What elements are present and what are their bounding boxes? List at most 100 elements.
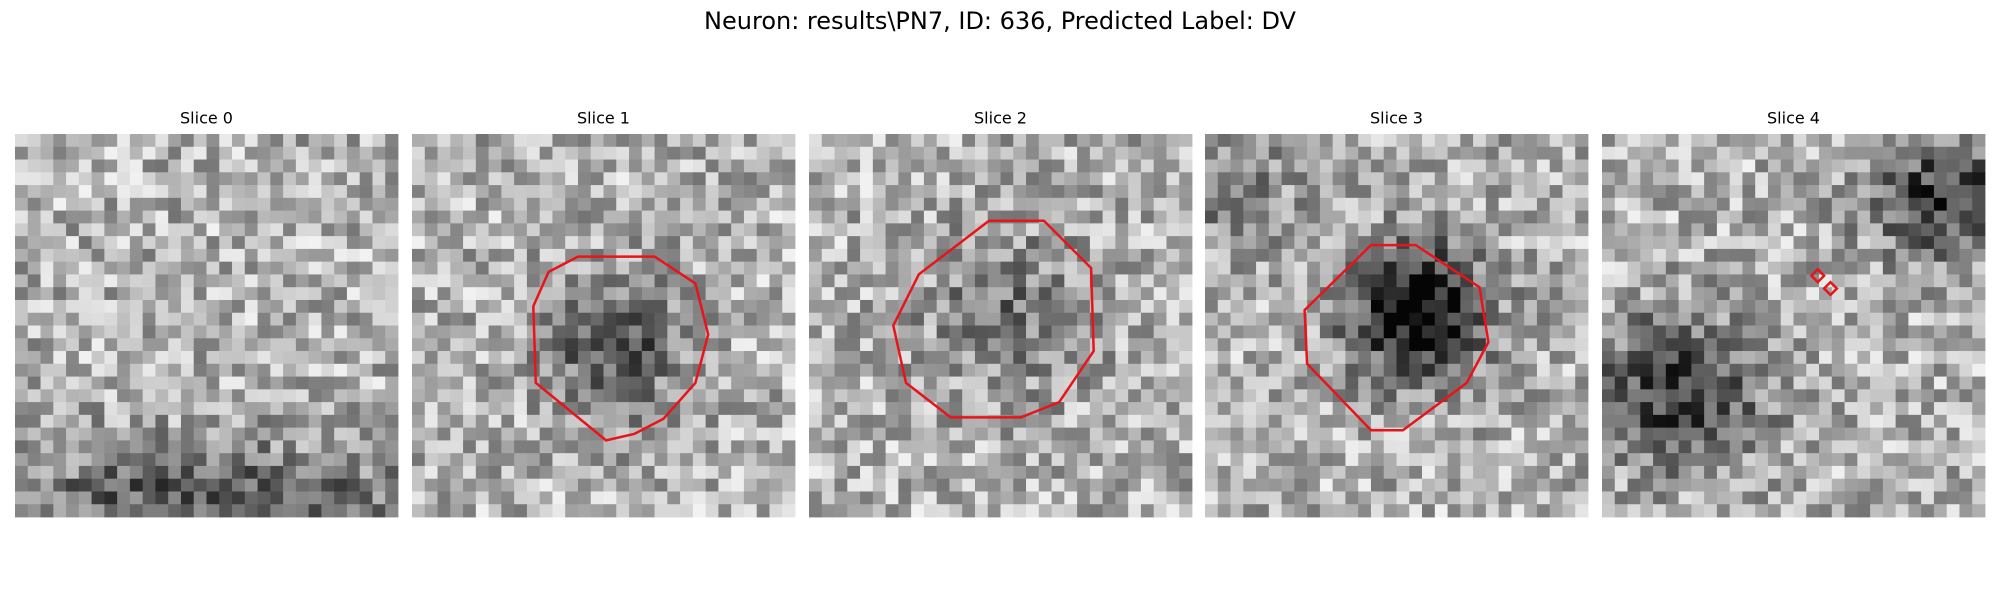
pixel — [1972, 210, 1986, 224]
pixel — [809, 146, 823, 160]
pixel — [847, 197, 861, 211]
pixel — [1921, 427, 1935, 441]
pixel — [1102, 287, 1116, 301]
pixel — [1000, 248, 1014, 263]
pixel — [78, 491, 92, 505]
pixel — [1294, 389, 1308, 403]
pixel — [1140, 389, 1155, 403]
pixel — [821, 465, 835, 480]
pixel — [987, 146, 1001, 160]
pixel — [1460, 453, 1474, 467]
pixel — [475, 185, 489, 199]
pixel — [898, 248, 912, 263]
pixel — [1704, 389, 1718, 403]
pixel — [155, 453, 169, 467]
pixel — [437, 274, 451, 288]
pixel — [1460, 427, 1474, 441]
pixel — [219, 236, 233, 250]
pixel — [346, 376, 361, 390]
pixel — [1409, 453, 1423, 467]
pixel — [590, 274, 604, 288]
pixel — [206, 197, 220, 211]
pixel — [66, 478, 80, 492]
pixel — [526, 274, 541, 288]
pixel — [590, 440, 604, 454]
pixel — [1691, 453, 1705, 467]
pixel — [206, 299, 220, 314]
pixel — [526, 223, 541, 237]
pixel — [104, 172, 118, 186]
pixel — [565, 453, 579, 467]
pixel — [1485, 351, 1500, 365]
pixel — [1972, 299, 1986, 314]
pixel — [180, 134, 195, 148]
pixel — [488, 351, 502, 365]
pixel — [1498, 274, 1512, 288]
pixel — [1064, 261, 1078, 275]
pixel — [1946, 134, 1960, 148]
pixel — [603, 274, 617, 288]
pixel — [1256, 261, 1270, 275]
pixel — [1704, 172, 1718, 186]
pixel — [1882, 159, 1897, 173]
pixel — [1013, 236, 1027, 250]
pixel — [705, 287, 719, 301]
pixel — [936, 197, 950, 211]
pixel — [488, 172, 502, 186]
pixel — [1268, 491, 1282, 505]
pixel — [1678, 351, 1692, 365]
pixel — [1038, 427, 1052, 441]
pixel — [1549, 287, 1563, 301]
pixel — [15, 491, 29, 505]
pixel — [1640, 274, 1654, 288]
pixel — [155, 185, 169, 199]
pixel — [911, 491, 925, 505]
pixel — [1140, 376, 1155, 390]
pixel — [412, 414, 426, 429]
pixel — [756, 134, 770, 148]
pixel — [1665, 223, 1679, 237]
pixel — [1077, 287, 1091, 301]
pixel — [104, 274, 118, 288]
pixel — [809, 287, 823, 301]
pixel — [1653, 363, 1667, 377]
pixel — [654, 351, 668, 365]
pixel — [577, 440, 592, 454]
pixel — [654, 210, 668, 224]
pixel — [1383, 465, 1397, 480]
pixel — [1870, 261, 1884, 275]
pixel — [641, 363, 655, 377]
pixel — [193, 287, 207, 301]
pixel — [680, 223, 694, 237]
pixel — [1819, 414, 1833, 429]
pixel — [129, 453, 144, 467]
pixel — [667, 210, 681, 224]
pixel — [155, 299, 169, 314]
pixel — [1102, 389, 1116, 403]
pixel — [654, 427, 668, 441]
pixel — [1485, 210, 1500, 224]
pixel — [501, 299, 515, 314]
pixel — [1153, 261, 1167, 275]
pixel — [923, 351, 938, 365]
pixel — [629, 389, 643, 403]
pixel — [1857, 299, 1871, 314]
pixel — [526, 440, 541, 454]
pixel — [463, 159, 477, 173]
pixel — [321, 414, 335, 429]
pixel — [1179, 210, 1193, 224]
pixel — [1691, 363, 1705, 377]
pixel — [1447, 210, 1461, 224]
pixel — [1179, 504, 1193, 518]
pixel — [1307, 504, 1321, 518]
pixel — [1640, 146, 1654, 160]
pixel — [1038, 274, 1052, 288]
pixel — [1742, 287, 1756, 301]
pixel — [1345, 440, 1359, 454]
pixel — [834, 376, 848, 390]
pixel — [1230, 453, 1244, 467]
pixel — [1959, 363, 1973, 377]
pixel — [1166, 248, 1180, 263]
pixel — [526, 261, 541, 275]
pixel — [117, 223, 131, 237]
